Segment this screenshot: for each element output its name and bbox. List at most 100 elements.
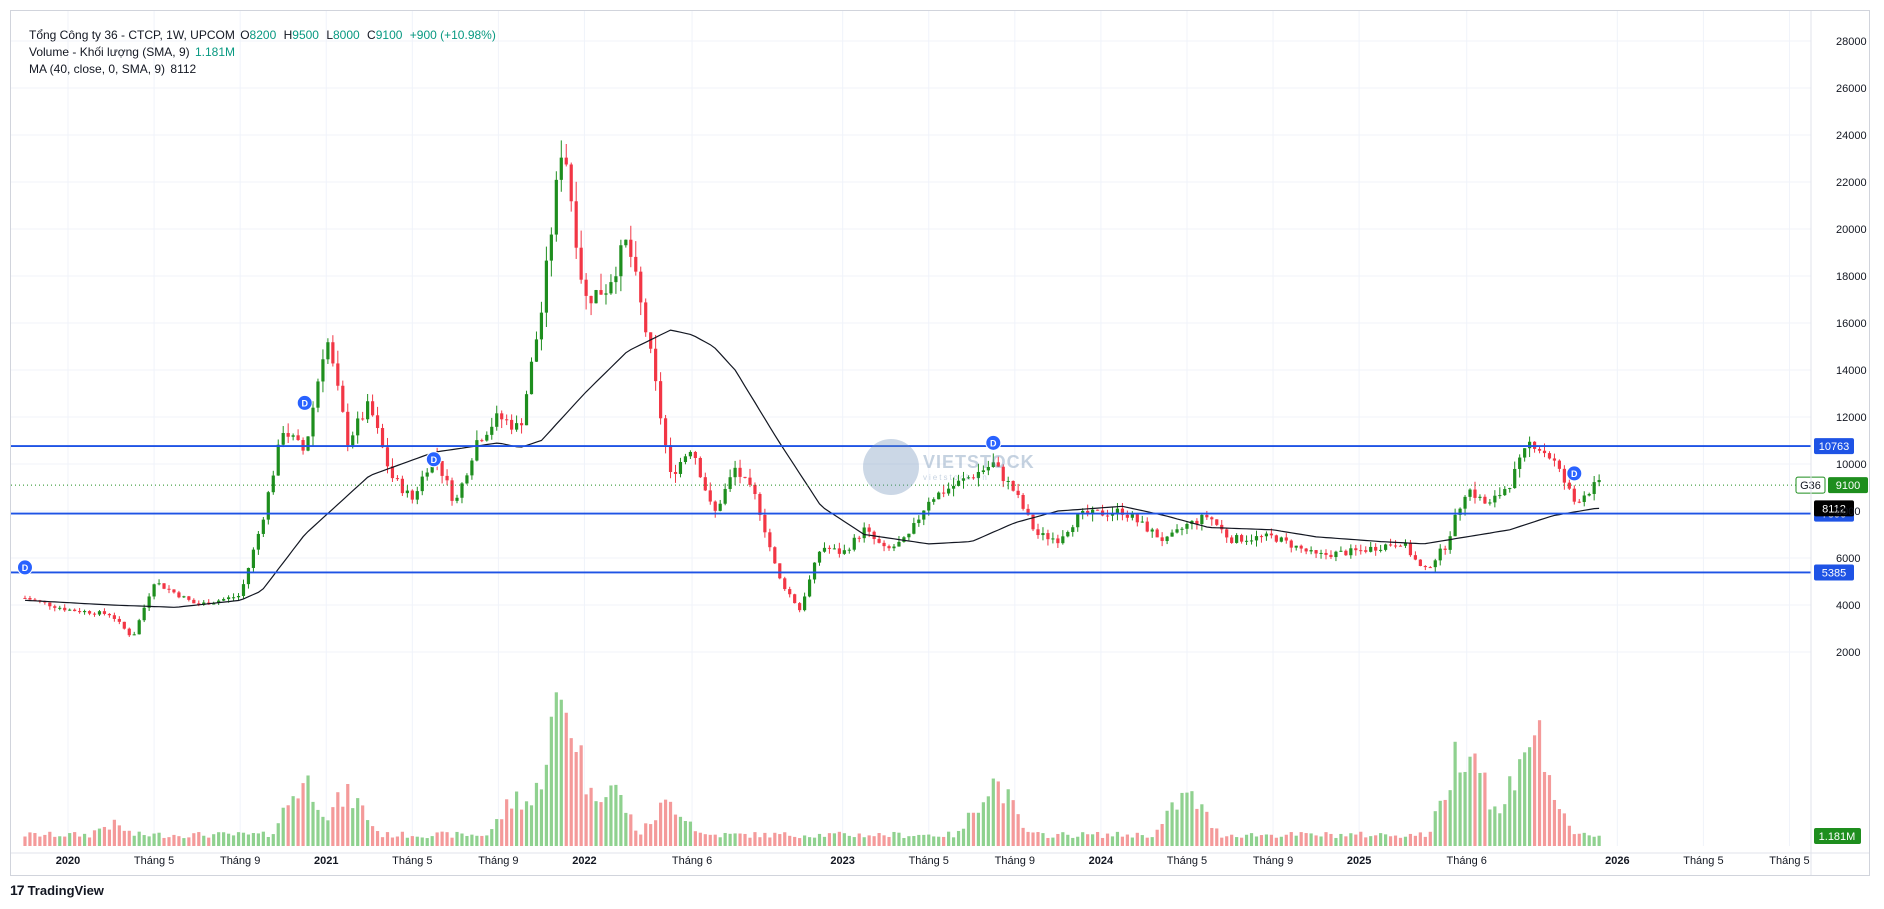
current-price-label: 9100 xyxy=(1836,480,1860,492)
candle-body xyxy=(48,602,52,607)
x-tick-label: Tháng 5 xyxy=(909,855,949,867)
legend-high-value: 9500 xyxy=(292,28,319,42)
candle-body xyxy=(1061,536,1065,544)
volume-bar xyxy=(1408,833,1413,846)
current-price-label-bg xyxy=(1828,477,1868,494)
candle-body xyxy=(673,472,678,474)
volume-bar xyxy=(1572,834,1576,846)
volume-bar xyxy=(1349,833,1353,846)
candle-body xyxy=(1001,466,1005,482)
x-tick-label: Tháng 5 xyxy=(1683,855,1723,867)
volume-bar xyxy=(1314,835,1318,846)
volume-bar xyxy=(1532,735,1537,846)
legend-symbol-title: Tổng Công ty 36 - CTCP, 1W, UPCOM xyxy=(29,28,235,42)
volume-bar xyxy=(1011,800,1015,846)
candle-body xyxy=(703,477,707,491)
volume-bar xyxy=(673,814,678,846)
volume-bar xyxy=(519,809,524,846)
dividend-marker-label: D xyxy=(301,398,308,408)
volume-bar xyxy=(97,828,102,846)
candle-body xyxy=(440,461,444,476)
candle-body xyxy=(400,478,404,494)
candle-body xyxy=(1478,496,1482,498)
volume-bar xyxy=(678,816,683,846)
candle-body xyxy=(1041,533,1045,536)
x-tick-label: 2021 xyxy=(314,855,338,867)
candle-body xyxy=(698,457,702,478)
candle-body xyxy=(1274,535,1278,542)
y-tick-label: 14000 xyxy=(1836,365,1867,377)
volume-bar xyxy=(48,831,52,846)
volume-bar xyxy=(28,832,32,846)
tradingview-logo[interactable]: 17 TradingView xyxy=(10,882,104,898)
volume-bar xyxy=(1364,837,1368,846)
volume-bar xyxy=(410,836,414,846)
tradingview-text: TradingView xyxy=(27,882,104,898)
volume-bar xyxy=(1016,814,1020,846)
volume-bar xyxy=(956,830,961,846)
candle-body xyxy=(311,407,315,437)
volume-bar xyxy=(634,830,638,846)
candle-body xyxy=(847,549,851,551)
volume-bar xyxy=(579,745,583,846)
candle-body xyxy=(475,440,479,461)
candle-body xyxy=(1483,496,1487,504)
candle-body xyxy=(510,419,514,430)
candle-body xyxy=(753,484,757,495)
candle-body xyxy=(798,603,802,611)
volume-bar xyxy=(738,833,742,846)
dividend-marker-icon xyxy=(16,559,33,576)
candle-body xyxy=(1299,545,1303,549)
candle-body xyxy=(1458,508,1462,515)
volume-bar xyxy=(728,833,732,846)
volume-bar xyxy=(649,824,653,846)
x-tick-label: Tháng 9 xyxy=(995,855,1035,867)
volume-bar xyxy=(1413,835,1417,846)
legend-ma-row: MA (40, close, 0, SMA, 9) 8112 xyxy=(29,61,496,78)
y-tick-label: 26000 xyxy=(1836,83,1867,95)
candle-body xyxy=(584,279,588,296)
volume-bar xyxy=(703,834,707,846)
candle-body xyxy=(1076,514,1080,528)
volume-bar xyxy=(907,836,911,846)
chart-frame[interactable]: 1076378905385G36910081121.181MDDDDD20004… xyxy=(10,10,1870,876)
candle-body xyxy=(1379,549,1383,551)
volume-bar xyxy=(619,794,623,846)
candle-body xyxy=(1528,441,1532,449)
candle-body xyxy=(1552,458,1557,461)
volume-bar xyxy=(331,807,335,846)
candle-body xyxy=(778,563,782,579)
price-chart[interactable]: 1076378905385G36910081121.181MDDDDD20004… xyxy=(11,11,1869,875)
candle-body xyxy=(1513,468,1517,489)
volume-bar xyxy=(87,837,92,846)
candle-body xyxy=(1225,529,1229,538)
candle-body xyxy=(907,533,911,538)
candle-body xyxy=(1582,495,1586,502)
candle-body xyxy=(1210,517,1214,520)
volume-bar xyxy=(917,834,921,846)
volume-bar xyxy=(366,820,370,846)
volume-bar xyxy=(445,832,449,846)
candle-body xyxy=(1145,521,1149,532)
candle-body xyxy=(271,475,275,493)
candle-body xyxy=(217,600,221,603)
candle-body xyxy=(28,597,32,600)
candle-body xyxy=(1329,554,1333,558)
candle-body xyxy=(514,423,519,430)
candle-body xyxy=(1294,545,1298,548)
volume-bar xyxy=(316,809,320,846)
volume-bar xyxy=(1210,827,1214,846)
x-tick-label: Tháng 5 xyxy=(134,855,174,867)
volume-bar xyxy=(430,836,434,846)
candle-body xyxy=(1244,540,1249,542)
candle-body xyxy=(1349,548,1353,556)
volume-bar xyxy=(301,783,305,846)
volume-bar xyxy=(1428,831,1432,846)
legend-close-value: 9100 xyxy=(375,28,403,42)
volume-bar xyxy=(629,814,633,846)
volume-bar xyxy=(534,782,539,846)
volume-bar xyxy=(971,812,976,846)
x-tick-label: Tháng 6 xyxy=(672,855,712,867)
volume-bar xyxy=(286,805,290,846)
volume-bar xyxy=(1086,834,1090,846)
